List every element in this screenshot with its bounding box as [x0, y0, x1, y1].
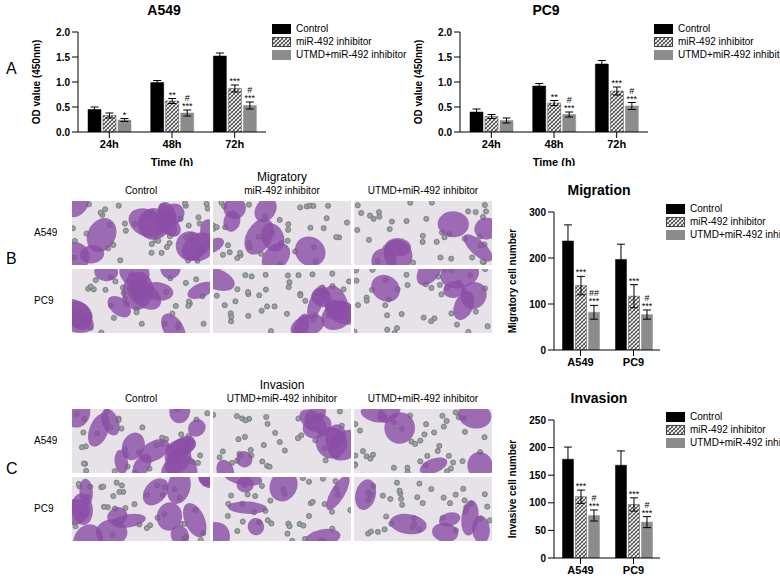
svg-text:100: 100 — [529, 497, 546, 508]
svg-text:1.5: 1.5 — [56, 52, 70, 63]
svg-text:***: *** — [576, 267, 587, 277]
svg-text:1.0: 1.0 — [56, 77, 70, 88]
svg-text:72h: 72h — [607, 138, 626, 150]
svg-text:***: *** — [230, 76, 241, 86]
svg-text:**: ** — [169, 90, 177, 100]
html-text:Control: Control — [690, 203, 723, 214]
svg-text:Invasive cell number: Invasive cell number — [507, 440, 518, 538]
html-text:miR-492 inhibitor: miR-492 inhibitor — [690, 424, 766, 435]
html-text:PC9: PC9 — [34, 295, 54, 306]
svg-text:0.0: 0.0 — [56, 127, 70, 138]
html-text:Control: Control — [124, 185, 158, 196]
html-text:miR-492 inhibitor: miR-492 inhibitor — [296, 36, 372, 47]
svg-text:250: 250 — [529, 415, 546, 426]
svg-text:72h: 72h — [225, 138, 244, 150]
svg-text:A549: A549 — [567, 564, 593, 576]
svg-text:1.0: 1.0 — [438, 77, 452, 88]
html-text:C: C — [6, 460, 18, 477]
svg-text:***: *** — [182, 101, 193, 111]
svg-text:48h: 48h — [545, 138, 564, 150]
svg-text:***: *** — [629, 489, 640, 499]
svg-text:***: *** — [589, 501, 600, 511]
svg-text:OD value (450nm): OD value (450nm) — [413, 40, 424, 124]
svg-text:***: *** — [612, 78, 623, 88]
svg-text:PC9: PC9 — [623, 356, 644, 368]
svg-text:100: 100 — [529, 299, 546, 310]
svg-text:OD value (450nm): OD value (450nm) — [31, 40, 42, 124]
html-text:Invasion: Invasion — [259, 378, 305, 392]
html-text:Control: Control — [690, 411, 723, 422]
svg-text:A549: A549 — [567, 356, 593, 368]
html-text:A: A — [6, 60, 17, 77]
svg-text:***: *** — [642, 301, 653, 311]
svg-text:0: 0 — [540, 345, 546, 356]
svg-text:24h: 24h — [482, 138, 501, 150]
svg-text:***: *** — [629, 276, 640, 286]
svg-text:0.0: 0.0 — [438, 127, 452, 138]
svg-text:0: 0 — [540, 553, 546, 564]
svg-text:*: * — [123, 110, 127, 120]
html-text:miR-492 inhibitor: miR-492 inhibitor — [244, 185, 320, 196]
html-text:miR-492 inhibitor: miR-492 inhibitor — [678, 36, 754, 47]
svg-text:50: 50 — [535, 525, 547, 536]
html-text:A549: A549 — [34, 435, 58, 446]
svg-text:300: 300 — [529, 207, 546, 218]
html-text:Control: Control — [678, 23, 711, 34]
svg-text:***: *** — [576, 481, 587, 491]
svg-text:150: 150 — [529, 470, 546, 481]
svg-text:Time (h): Time (h) — [533, 156, 576, 166]
html-text:A549: A549 — [34, 227, 58, 238]
html-text:Migratory: Migratory — [257, 170, 307, 184]
svg-text:200: 200 — [529, 253, 546, 264]
svg-text:24h: 24h — [100, 138, 119, 150]
svg-text:200: 200 — [529, 442, 546, 453]
svg-text:***: *** — [564, 103, 575, 113]
html-text:Control: Control — [296, 23, 329, 34]
svg-text:2.0: 2.0 — [56, 27, 70, 38]
svg-text:***: *** — [642, 508, 653, 518]
html-text:PC9: PC9 — [34, 503, 54, 514]
svg-text:Time (h): Time (h) — [151, 156, 194, 166]
svg-text:0.5: 0.5 — [438, 102, 452, 113]
html-text:Migration: Migration — [567, 182, 631, 198]
html-text:A549: A549 — [147, 2, 181, 18]
svg-text:Migratory cell number: Migratory cell number — [507, 229, 518, 334]
svg-text:48h: 48h — [163, 138, 182, 150]
svg-text:**: ** — [551, 92, 559, 102]
html-text:UTMD+miR-492 inhibitor: UTMD+miR-492 inhibitor — [226, 393, 338, 404]
html-text:Control: Control — [124, 393, 158, 404]
svg-text:PC9: PC9 — [623, 564, 644, 576]
svg-text:2.0: 2.0 — [438, 27, 452, 38]
svg-text:0.5: 0.5 — [56, 102, 70, 113]
svg-text:***: *** — [627, 94, 638, 104]
html-text:B: B — [6, 250, 17, 267]
html-text:UTMD+miR-492 inhibitor: UTMD+miR-492 inhibitor — [367, 393, 479, 404]
html-text:UTMD+miR-492 inhibitor: UTMD+miR-492 inhibitor — [367, 185, 479, 196]
html-text:UTMD+miR-492 inhibitor: UTMD+miR-492 inhibitor — [296, 49, 407, 60]
svg-text:***: *** — [245, 93, 256, 103]
html-text:PC9: PC9 — [532, 2, 560, 18]
html-text:miR-492 inhibitor: miR-492 inhibitor — [690, 216, 766, 227]
html-text:Invasion: Invasion — [570, 390, 628, 406]
svg-text:1.5: 1.5 — [438, 52, 452, 63]
svg-text:***: *** — [589, 296, 600, 306]
